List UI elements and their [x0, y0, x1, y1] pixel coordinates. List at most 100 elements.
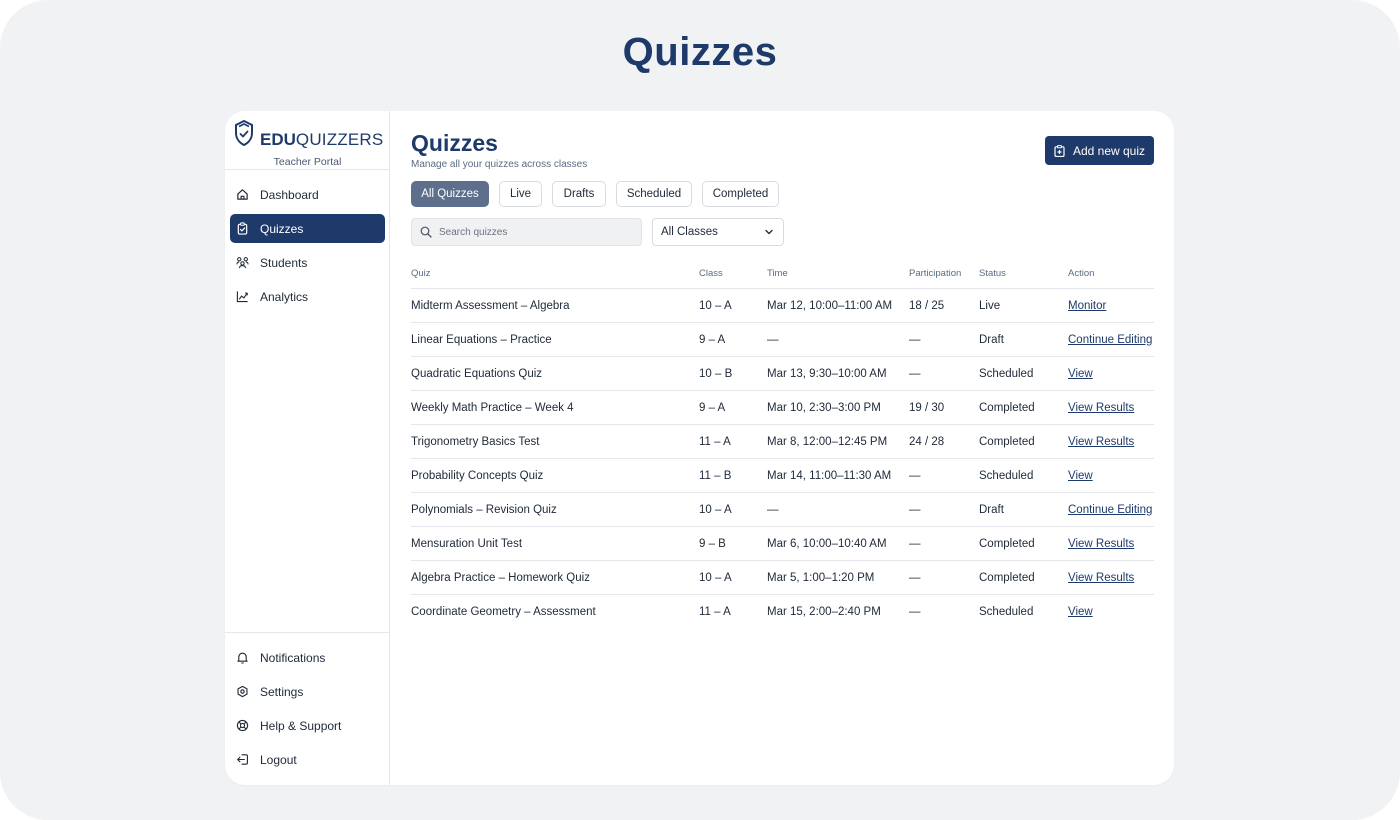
cell-time: Mar 10, 2:30–3:00 PM: [767, 402, 881, 414]
table-row[interactable]: Algebra Practice – Homework Quiz 10 – A Ma…: [411, 561, 1154, 595]
cell-class: 10 – A: [699, 300, 732, 312]
class-filter-dropdown[interactable]: All Classes: [652, 218, 784, 246]
search-icon: [420, 226, 432, 238]
chevron-down-icon: [765, 229, 773, 235]
cell-action-link[interactable]: View Results: [1068, 538, 1135, 550]
cell-status: Scheduled: [979, 368, 1034, 380]
cell-participation: 18 / 25: [909, 300, 945, 312]
cell-status: Completed: [979, 402, 1035, 414]
cell-class: 9 – A: [699, 334, 726, 346]
gear-icon: [236, 685, 249, 698]
cell-class: 10 – A: [699, 504, 732, 516]
column-header-status[interactable]: Status: [979, 268, 1006, 279]
cell-time: —: [767, 504, 779, 516]
cell-status: Completed: [979, 436, 1035, 448]
sidebar-item-logout[interactable]: Logout: [230, 745, 385, 774]
table-row[interactable]: Polynomials – Revision Quiz 10 – A — — Draft…: [411, 493, 1154, 527]
cell-quiz-name: Linear Equations – Practice: [411, 334, 552, 346]
tab-drafts[interactable]: Drafts: [552, 181, 606, 207]
table-row[interactable]: Coordinate Geometry – Assessment 11 – A Ma…: [411, 595, 1154, 629]
brand: EDUQUIZZERS Teacher Portal: [234, 120, 384, 168]
table-row[interactable]: Trigonometry Basics Test 11 – A Mar 8, 12:…: [411, 425, 1154, 459]
sidebar-item-label: Notifications: [260, 650, 326, 665]
sidebar-item-label: Dashboard: [260, 187, 319, 202]
sidebar-item-dashboard[interactable]: Dashboard: [230, 180, 385, 209]
page-heading: Quizzes: [622, 30, 778, 74]
home-icon: [236, 188, 249, 201]
column-header-time[interactable]: Time: [767, 268, 788, 279]
cell-class: 10 – A: [699, 572, 732, 584]
table-row[interactable]: Weekly Math Practice – Week 4 9 – A Mar 10…: [411, 391, 1154, 425]
portal-label: Teacher Portal: [273, 156, 342, 168]
cell-class: 11 – A: [699, 606, 731, 618]
tab-completed[interactable]: Completed: [702, 181, 779, 207]
cell-class: 11 – A: [699, 436, 731, 448]
clipboard-check-icon: [236, 222, 249, 235]
cell-action-link[interactable]: View Results: [1068, 402, 1135, 414]
cell-action-link[interactable]: Monitor: [1068, 300, 1107, 312]
sidebar-item-help[interactable]: Help & Support: [230, 711, 385, 740]
add-new-quiz-button[interactable]: Add new quiz: [1045, 136, 1154, 165]
sidebar-item-quizzes[interactable]: Quizzes: [230, 214, 385, 243]
sidebar-item-label: Analytics: [260, 289, 309, 304]
sidebar-item-settings[interactable]: Settings: [230, 677, 385, 706]
sidebar-item-label: Settings: [260, 684, 304, 699]
column-header-action: Action: [1068, 268, 1095, 279]
sidebar: EDUQUIZZERS Teacher Portal Dashboard Qui…: [225, 111, 390, 785]
logout-icon: [236, 753, 249, 766]
cell-action-link[interactable]: View Results: [1068, 436, 1135, 448]
lifebuoy-icon: [236, 719, 249, 732]
cell-participation: —: [909, 606, 921, 618]
table-row[interactable]: Linear Equations – Practice 9 – A — — Draft C…: [411, 323, 1154, 357]
cell-status: Completed: [979, 538, 1035, 550]
table-row[interactable]: Mensuration Unit Test 9 – B Mar 6, 10:00–1…: [411, 527, 1154, 561]
class-filter-value: All Classes: [661, 226, 718, 238]
cell-participation: —: [909, 368, 921, 380]
app-window: EDUQUIZZERS Teacher Portal Dashboard Qui…: [225, 111, 1174, 785]
cell-class: 9 – A: [699, 402, 726, 414]
sidebar-item-analytics[interactable]: Analytics: [230, 282, 385, 311]
sidebar-item-label: Students: [260, 255, 308, 270]
search-input[interactable]: [439, 226, 629, 238]
cell-action-link[interactable]: Continue Editing: [1068, 504, 1153, 516]
cell-class: 9 – B: [699, 538, 726, 550]
table-header: Quiz Class Time Participation Status Act…: [411, 261, 1154, 289]
cell-quiz-name: Probability Concepts Quiz: [411, 470, 544, 482]
cell-action-link[interactable]: View: [1068, 606, 1093, 618]
main-content: Quizzes Manage all your quizzes across c…: [390, 111, 1174, 785]
sidebar-item-students[interactable]: Students: [230, 248, 385, 277]
table-row[interactable]: Probability Concepts Quiz 11 – B Mar 14, 1…: [411, 459, 1154, 493]
bell-icon: [236, 651, 249, 664]
tab-scheduled[interactable]: Scheduled: [616, 181, 692, 207]
sidebar-item-notifications[interactable]: Notifications: [230, 643, 385, 672]
table-row[interactable]: Midterm Assessment – Algebra 10 – A Mar 12…: [411, 289, 1154, 323]
cell-quiz-name: Mensuration Unit Test: [411, 538, 523, 550]
cell-time: Mar 15, 2:00–2:40 PM: [767, 606, 881, 618]
cell-participation: —: [909, 470, 921, 482]
tab-live[interactable]: Live: [499, 181, 542, 207]
column-header-quiz[interactable]: Quiz: [411, 268, 431, 279]
cell-status: Draft: [979, 334, 1004, 346]
sidebar-item-label: Quizzes: [260, 221, 304, 236]
cell-time: Mar 5, 1:00–1:20 PM: [767, 572, 875, 584]
cell-quiz-name: Trigonometry Basics Test: [411, 436, 540, 448]
cell-participation: —: [909, 504, 921, 516]
cell-action-link[interactable]: View: [1068, 470, 1093, 482]
cell-time: —: [767, 334, 779, 346]
table-row[interactable]: Quadratic Equations Quiz 10 – B Mar 13, 9:…: [411, 357, 1154, 391]
column-header-class[interactable]: Class: [699, 268, 723, 279]
cell-quiz-name: Quadratic Equations Quiz: [411, 368, 543, 380]
cell-time: Mar 14, 11:00–11:30 AM: [767, 470, 892, 482]
cell-participation: 24 / 28: [909, 436, 945, 448]
cell-time: Mar 13, 9:30–10:00 AM: [767, 368, 887, 380]
page-subtitle: Manage all your quizzes across classes: [411, 159, 588, 170]
search-box: [411, 218, 642, 246]
quizzes-table: Quiz Class Time Participation Status Act…: [411, 261, 1154, 629]
tab-all-quizzes[interactable]: All Quizzes: [411, 181, 489, 207]
cell-time: Mar 12, 10:00–11:00 AM: [767, 300, 893, 312]
cell-action-link[interactable]: Continue Editing: [1068, 334, 1153, 346]
cell-action-link[interactable]: View: [1068, 368, 1093, 380]
column-header-participation[interactable]: Participation: [909, 268, 962, 279]
sidebar-divider: [225, 632, 390, 633]
cell-action-link[interactable]: View Results: [1068, 572, 1135, 584]
